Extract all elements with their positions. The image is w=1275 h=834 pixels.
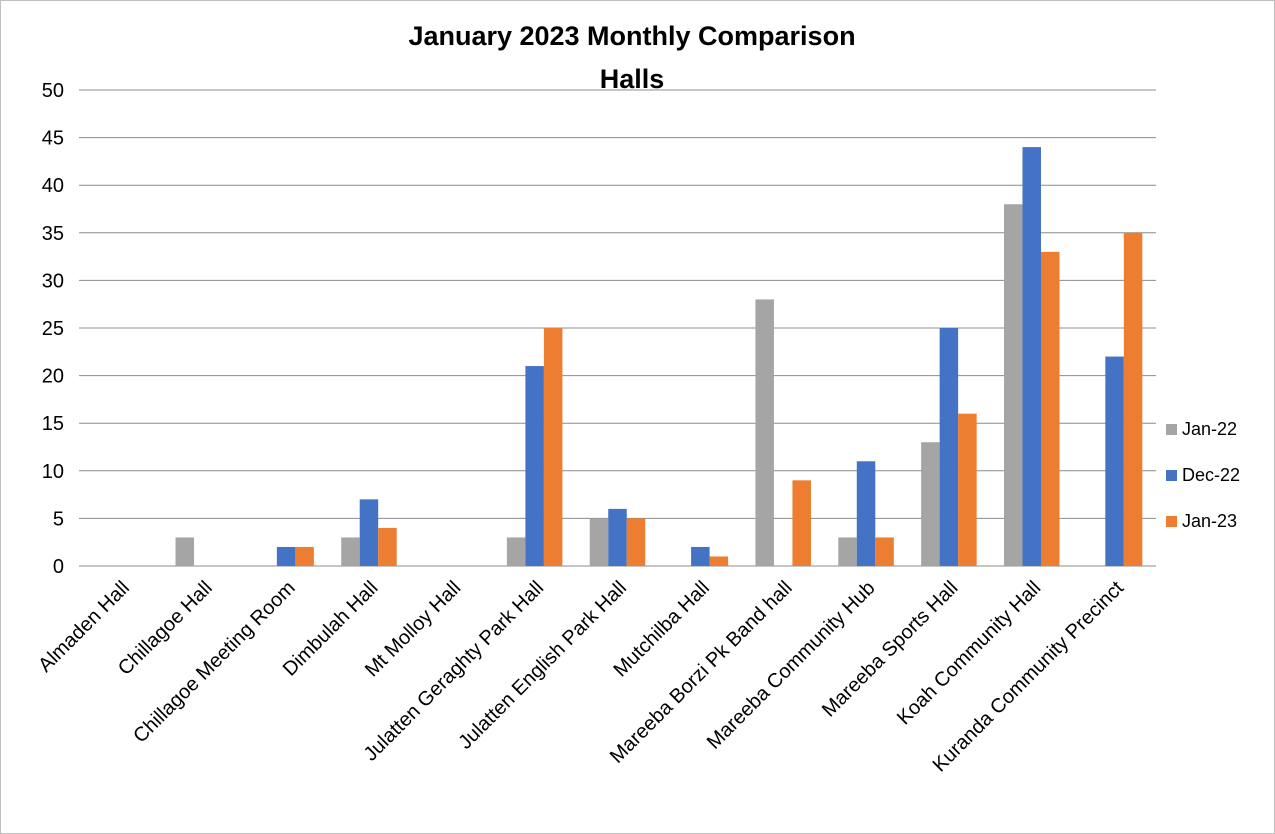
bar <box>608 508 627 566</box>
y-tick-label: 50 <box>42 80 64 102</box>
legend-label: Jan-23 <box>1182 511 1237 531</box>
bar <box>856 461 876 566</box>
y-tick-label: 5 <box>53 508 64 530</box>
chart-title-line2: Halls <box>600 64 665 94</box>
x-tick-label: Chillagoe Meeting Room <box>129 577 299 747</box>
bar <box>175 537 195 566</box>
y-tick-label: 30 <box>42 270 64 292</box>
bar <box>691 546 710 566</box>
bar <box>295 546 314 566</box>
bar <box>1105 356 1124 566</box>
legend: Jan-22 Dec-22 Jan-23 <box>1166 419 1240 531</box>
y-tick-label: 15 <box>42 413 64 435</box>
bar <box>875 537 894 566</box>
bar <box>506 537 526 566</box>
bar <box>1022 147 1041 566</box>
legend-label: Jan-22 <box>1182 419 1237 439</box>
y-tick-label: 45 <box>42 128 64 150</box>
bar <box>626 518 646 566</box>
bar <box>939 328 959 566</box>
bar <box>543 328 563 566</box>
bars <box>175 147 1143 567</box>
y-axis-ticks: 0 5 10 15 20 25 30 35 40 45 50 <box>42 80 64 578</box>
legend-label: Dec-22 <box>1182 465 1240 485</box>
legend-swatch <box>1166 424 1177 435</box>
bar <box>958 413 977 566</box>
bar <box>589 518 609 566</box>
legend-swatch <box>1166 470 1177 481</box>
x-tick-label: Julatten English Park Hall <box>454 577 631 754</box>
bar <box>1003 204 1023 567</box>
bar <box>359 499 379 566</box>
bar <box>792 480 811 566</box>
legend-swatch <box>1166 516 1177 527</box>
x-tick-label: Mareeba Sports Hall <box>818 577 962 721</box>
chart-title-line1: January 2023 Monthly Comparison <box>408 21 855 51</box>
bar <box>709 556 729 566</box>
y-tick-label: 0 <box>53 556 64 578</box>
bar <box>838 537 857 566</box>
bar <box>755 299 774 566</box>
bar <box>341 537 360 566</box>
bar <box>1040 251 1060 566</box>
bar <box>525 366 544 566</box>
bar <box>378 527 397 566</box>
x-tick-label: Koah Community Hall <box>893 577 1045 729</box>
bar <box>276 546 296 566</box>
bar <box>921 442 940 566</box>
bar <box>1123 232 1143 567</box>
gridlines <box>79 89 1156 567</box>
y-tick-label: 40 <box>42 175 64 197</box>
x-tick-label: Mareeba Community Hub <box>703 577 880 754</box>
y-tick-label: 20 <box>42 366 64 388</box>
y-tick-label: 25 <box>42 318 64 340</box>
y-tick-label: 35 <box>42 223 64 245</box>
y-tick-label: 10 <box>42 461 64 483</box>
